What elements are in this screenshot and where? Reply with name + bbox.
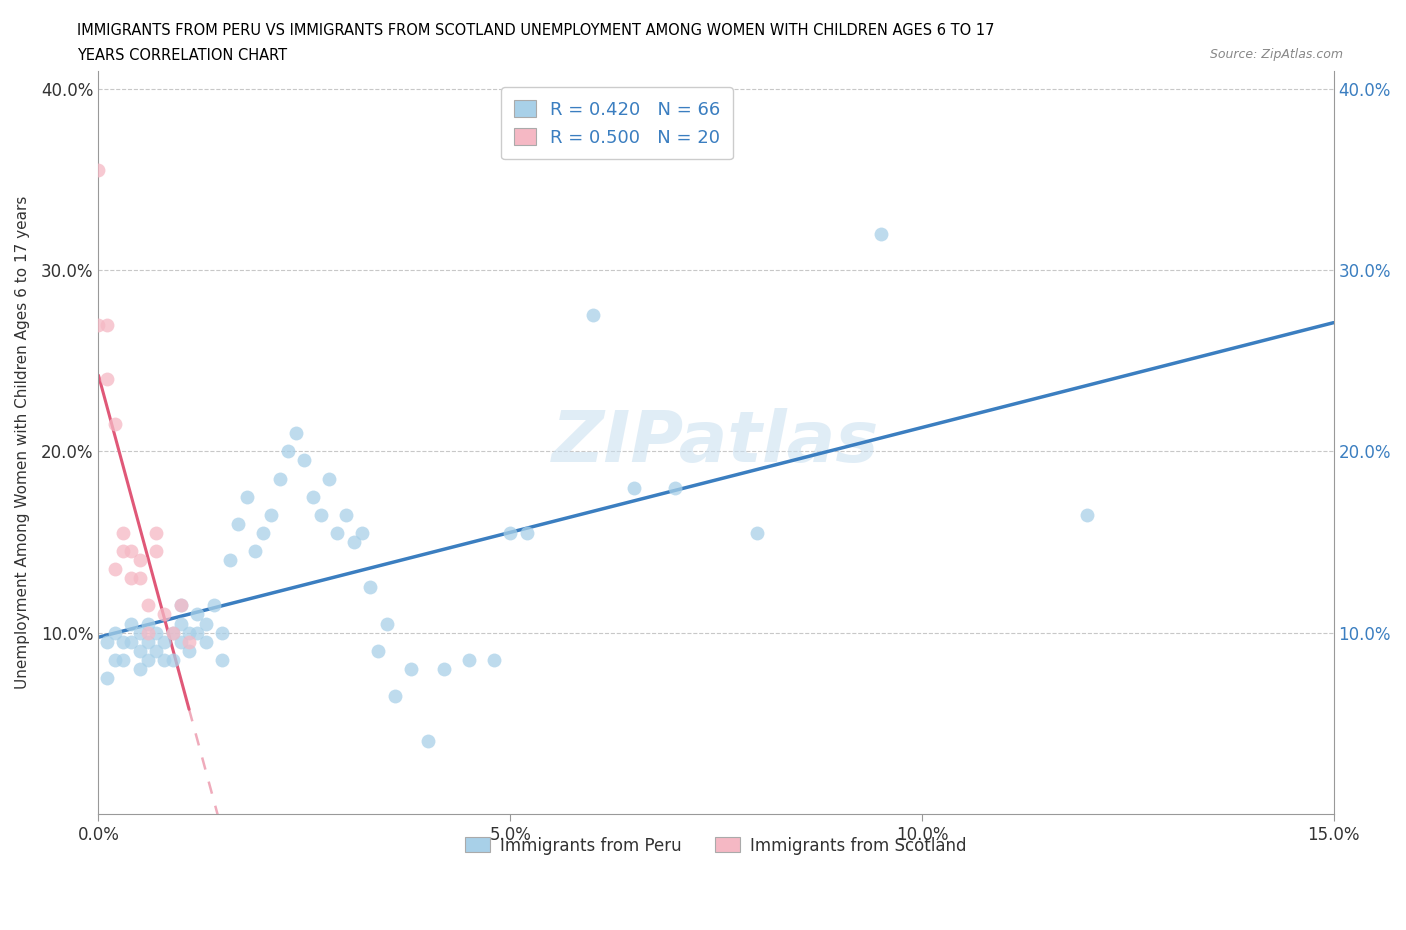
Point [335,508,357,523]
Point [285,426,308,441]
Point [252,525,274,540]
Point [162,625,184,640]
Point [96,317,118,332]
Point [170,598,193,613]
Legend: Immigrants from Peru, Immigrants from Scotland: Immigrants from Peru, Immigrants from Sc… [458,830,973,861]
Point [350,525,373,540]
Point [186,607,208,622]
Point [359,579,381,594]
Point [482,652,505,667]
Point [401,661,423,676]
Point [170,598,193,613]
Point [177,634,200,649]
Point [202,598,225,613]
Point [120,634,142,649]
Point [153,652,176,667]
Point [186,625,208,640]
Point [211,625,233,640]
Point [260,508,283,523]
Point [177,644,200,658]
Point [112,525,135,540]
Point [136,616,159,631]
Point [96,634,118,649]
Point [309,508,332,523]
Point [104,652,127,667]
Point [367,644,389,658]
Point [128,571,150,586]
Y-axis label: Unemployment Among Women with Children Ages 6 to 17 years: Unemployment Among Women with Children A… [15,195,30,689]
Point [145,625,167,640]
Point [170,616,193,631]
Text: IMMIGRANTS FROM PERU VS IMMIGRANTS FROM SCOTLAND UNEMPLOYMENT AMONG WOMEN WITH C: IMMIGRANTS FROM PERU VS IMMIGRANTS FROM … [77,23,995,38]
Point [162,625,184,640]
Point [104,625,127,640]
Point [120,616,142,631]
Point [211,652,233,667]
Point [128,661,150,676]
Point [219,552,242,567]
Point [87,317,110,332]
Point [96,671,118,685]
Point [326,525,349,540]
Point [128,625,150,640]
Point [96,371,118,386]
Point [145,544,167,559]
Text: YEARS CORRELATION CHART: YEARS CORRELATION CHART [77,48,287,63]
Point [170,634,193,649]
Point [277,444,299,458]
Point [136,598,159,613]
Point [177,625,200,640]
Point [1076,508,1098,523]
Point [243,544,266,559]
Point [112,634,135,649]
Point [581,308,603,323]
Point [292,453,315,468]
Point [194,634,217,649]
Point [235,489,257,504]
Point [112,544,135,559]
Point [194,616,217,631]
Point [128,552,150,567]
Point [747,525,769,540]
Point [375,616,398,631]
Point [145,525,167,540]
Point [153,634,176,649]
Point [318,472,340,486]
Point [433,661,456,676]
Point [269,472,291,486]
Point [104,417,127,432]
Point [162,652,184,667]
Point [228,516,250,531]
Point [153,607,176,622]
Point [458,652,481,667]
Point [499,525,522,540]
Point [128,644,150,658]
Point [343,535,366,550]
Point [516,525,538,540]
Point [112,652,135,667]
Point [136,634,159,649]
Point [136,652,159,667]
Point [623,480,645,495]
Point [120,571,142,586]
Point [416,734,439,749]
Point [136,625,159,640]
Point [120,544,142,559]
Point [301,489,323,504]
Text: Source: ZipAtlas.com: Source: ZipAtlas.com [1209,48,1343,61]
Point [87,163,110,178]
Text: ZIPatlas: ZIPatlas [553,408,880,477]
Point [664,480,686,495]
Point [145,644,167,658]
Point [869,227,891,242]
Point [384,688,406,703]
Point [104,562,127,577]
